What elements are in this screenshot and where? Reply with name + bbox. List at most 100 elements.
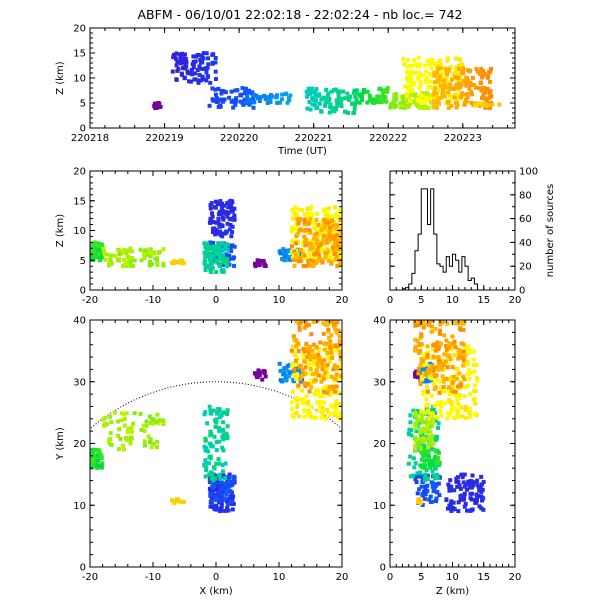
source-point xyxy=(301,400,306,405)
y-tick-label: 80 xyxy=(519,190,532,201)
source-point xyxy=(419,463,424,468)
source-point xyxy=(222,97,227,102)
source-point xyxy=(421,439,426,444)
source-point xyxy=(289,348,294,353)
source-point xyxy=(325,350,330,355)
source-point xyxy=(479,88,484,93)
source-point xyxy=(215,245,220,250)
source-point xyxy=(188,71,193,76)
source-point xyxy=(154,258,159,263)
source-point xyxy=(431,343,436,348)
source-point xyxy=(295,362,300,367)
source-point xyxy=(417,342,422,347)
source-point xyxy=(225,211,230,216)
source-point xyxy=(427,92,432,97)
source-point xyxy=(404,76,409,81)
source-point xyxy=(449,77,454,82)
source-point xyxy=(292,367,297,372)
source-point xyxy=(211,52,216,57)
source-point xyxy=(219,205,224,210)
source-point xyxy=(90,452,93,457)
source-point xyxy=(427,463,432,468)
source-point xyxy=(464,415,469,420)
source-point xyxy=(290,225,295,230)
source-point xyxy=(290,239,295,244)
source-point xyxy=(433,86,438,91)
source-point xyxy=(445,416,450,421)
source-point xyxy=(300,251,305,256)
source-point xyxy=(213,76,218,81)
source-point xyxy=(357,100,362,105)
source-point xyxy=(182,75,187,80)
source-point xyxy=(472,362,477,367)
source-point xyxy=(209,270,214,275)
source-point xyxy=(232,244,237,249)
source-point xyxy=(312,361,317,366)
source-point xyxy=(296,349,301,354)
source-point xyxy=(438,328,443,333)
source-point xyxy=(455,399,460,404)
source-point xyxy=(157,249,162,254)
source-point xyxy=(308,206,313,211)
source-point xyxy=(466,78,471,83)
source-point xyxy=(129,429,134,434)
source-point xyxy=(147,414,152,419)
source-point xyxy=(338,218,342,223)
source-point xyxy=(332,109,337,114)
source-point xyxy=(438,331,443,336)
source-point xyxy=(459,383,464,388)
source-point xyxy=(314,371,319,376)
source-point xyxy=(465,359,470,364)
source-point xyxy=(312,392,317,397)
source-point xyxy=(314,415,319,420)
source-point xyxy=(321,248,326,253)
source-point xyxy=(336,215,341,220)
source-point xyxy=(478,80,483,85)
source-point xyxy=(444,376,449,381)
source-point xyxy=(217,407,222,412)
x-tick-label: 20 xyxy=(336,295,349,306)
source-point xyxy=(125,438,130,443)
source-point xyxy=(470,473,475,478)
source-point xyxy=(260,377,265,382)
source-point xyxy=(413,443,418,448)
source-point xyxy=(217,429,222,434)
source-point xyxy=(138,247,143,252)
source-point xyxy=(467,376,472,381)
source-point xyxy=(461,363,466,368)
source-point xyxy=(325,210,330,215)
source-point xyxy=(462,100,467,105)
source-point xyxy=(409,433,414,438)
source-point xyxy=(255,262,260,267)
source-point xyxy=(219,268,224,273)
source-point xyxy=(323,250,328,255)
source-point xyxy=(209,218,214,223)
source-point xyxy=(422,447,427,452)
source-point xyxy=(295,402,300,407)
source-point xyxy=(451,374,456,379)
source-point xyxy=(192,77,197,82)
source-point xyxy=(90,447,95,452)
source-point xyxy=(292,239,297,244)
source-point xyxy=(229,499,234,504)
source-point xyxy=(203,410,208,415)
source-point xyxy=(421,320,426,324)
source-point xyxy=(481,73,486,78)
source-point xyxy=(102,423,107,428)
source-point xyxy=(429,443,434,448)
source-point xyxy=(452,339,457,344)
source-point xyxy=(218,251,223,256)
source-point xyxy=(424,362,429,367)
source-point xyxy=(442,401,447,406)
source-point xyxy=(429,393,434,398)
source-point xyxy=(221,437,226,442)
source-point xyxy=(98,452,103,457)
source-point xyxy=(210,473,215,478)
source-point xyxy=(454,394,459,399)
source-point xyxy=(294,226,299,231)
source-point xyxy=(332,234,337,239)
source-point xyxy=(308,404,313,409)
source-point xyxy=(230,507,235,512)
source-point xyxy=(128,263,133,268)
source-point xyxy=(240,86,245,91)
